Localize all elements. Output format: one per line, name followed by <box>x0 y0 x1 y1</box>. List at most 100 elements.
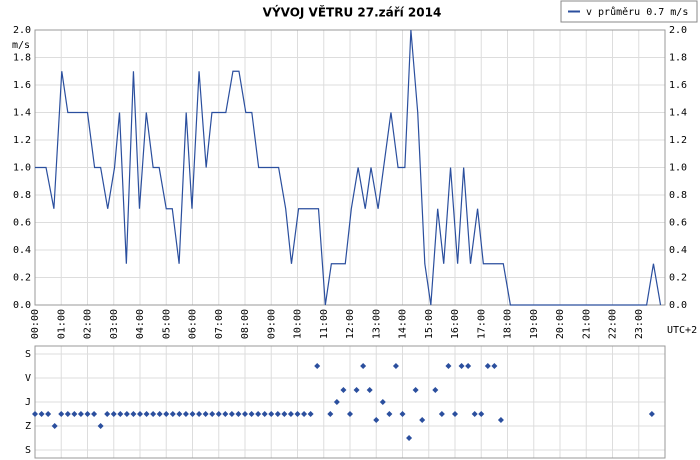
data-point <box>294 411 301 417</box>
data-point <box>196 411 203 417</box>
y-tick-label-right: 1.2 <box>669 135 687 146</box>
data-point <box>163 411 170 417</box>
data-point <box>281 411 288 417</box>
y-tick-label: V <box>25 373 31 384</box>
x-tick-label: 19:00 <box>529 309 540 339</box>
y-tick-label: 0.8 <box>13 190 31 201</box>
data-point <box>38 411 45 417</box>
data-point <box>189 411 196 417</box>
data-point <box>452 411 458 417</box>
data-point <box>84 411 91 417</box>
data-point <box>58 411 65 417</box>
x-tick-label: 10:00 <box>293 309 304 339</box>
y-tick-label-right: 0.6 <box>669 218 687 229</box>
data-point <box>307 411 314 417</box>
data-point <box>222 411 229 417</box>
y-tick-label-right: 0.8 <box>669 190 687 201</box>
data-point <box>156 411 163 417</box>
legend-label: v průměru 0.7 m/s <box>586 6 688 18</box>
x-tick-label: 20:00 <box>555 309 566 339</box>
data-point <box>130 411 137 417</box>
data-point <box>399 411 406 417</box>
x-tick-label: 00:00 <box>30 309 41 339</box>
x-tick-label: 16:00 <box>450 309 461 339</box>
data-point <box>51 423 58 429</box>
data-point <box>143 411 150 417</box>
data-point <box>182 411 189 417</box>
data-point <box>445 363 452 369</box>
x-tick-label: 14:00 <box>398 309 409 339</box>
y-tick-label: 0.6 <box>13 218 31 229</box>
data-point <box>419 417 426 423</box>
data-point <box>228 411 235 417</box>
data-point <box>32 411 38 417</box>
data-point <box>215 411 222 417</box>
plot-frame <box>34 345 666 459</box>
x-tick-label: 21:00 <box>581 309 592 339</box>
data-point <box>261 411 268 417</box>
data-point <box>97 423 104 429</box>
data-point <box>255 411 262 417</box>
data-point <box>137 411 143 417</box>
y-tick-label: 1.6 <box>13 80 31 91</box>
data-point <box>123 411 130 417</box>
data-point <box>268 411 275 417</box>
data-point <box>648 411 655 417</box>
y-tick-label: J <box>25 397 31 408</box>
y-tick-label: 2.0 <box>13 25 31 36</box>
chart-title: VÝVOJ VĚTRU 27.září 2014 <box>263 5 442 20</box>
x-tick-label: 07:00 <box>214 309 225 339</box>
data-point <box>104 411 111 417</box>
x-tick-label: 17:00 <box>476 309 487 339</box>
data-point <box>274 411 281 417</box>
y-tick-label-right: 1.8 <box>669 53 687 64</box>
data-point <box>458 363 465 369</box>
y-tick-label: 1.2 <box>13 135 31 146</box>
x-tick-label: 11:00 <box>319 309 330 339</box>
y-tick-label-right: 1.0 <box>669 163 687 174</box>
data-point <box>366 387 373 393</box>
data-point <box>314 363 321 369</box>
y-tick-label: 1.0 <box>13 163 31 174</box>
data-point <box>347 411 353 417</box>
y-tick-label-right: 2.0 <box>669 25 687 36</box>
x-tick-label: 01:00 <box>56 309 67 339</box>
y-tick-label-right: 1.6 <box>669 80 687 91</box>
data-point <box>438 411 445 417</box>
data-point <box>169 411 176 417</box>
y-tick-label: 1.8 <box>13 53 31 64</box>
y-tick-label: S <box>25 349 31 360</box>
data-point <box>301 411 308 417</box>
data-point <box>412 387 419 393</box>
legend-box <box>560 0 698 23</box>
data-point <box>71 411 78 417</box>
data-point <box>333 399 340 405</box>
data-point <box>91 411 98 417</box>
data-point <box>406 435 413 441</box>
data-point <box>150 411 157 417</box>
data-point <box>64 411 71 417</box>
x-tick-label: 12:00 <box>345 309 356 339</box>
data-point <box>287 411 294 417</box>
y-tick-label: 0.4 <box>13 245 31 256</box>
data-point <box>484 363 491 369</box>
data-point <box>117 411 124 417</box>
data-point <box>77 411 84 417</box>
y-tick-label-right: 1.4 <box>669 108 687 119</box>
data-point <box>379 399 386 405</box>
x-tick-label: 23:00 <box>634 309 645 339</box>
x-tick-label: 05:00 <box>161 309 172 339</box>
data-point <box>386 411 393 417</box>
data-point <box>176 411 183 417</box>
y-tick-label: 1.4 <box>13 108 31 119</box>
data-point <box>432 387 439 393</box>
y-tick-label-right: 0.2 <box>669 273 687 284</box>
data-point <box>478 411 485 417</box>
x-tick-label: 15:00 <box>424 309 435 339</box>
data-point <box>235 411 242 417</box>
data-point <box>392 363 399 369</box>
data-point <box>209 411 216 417</box>
data-line <box>35 29 662 306</box>
data-point <box>373 417 380 423</box>
